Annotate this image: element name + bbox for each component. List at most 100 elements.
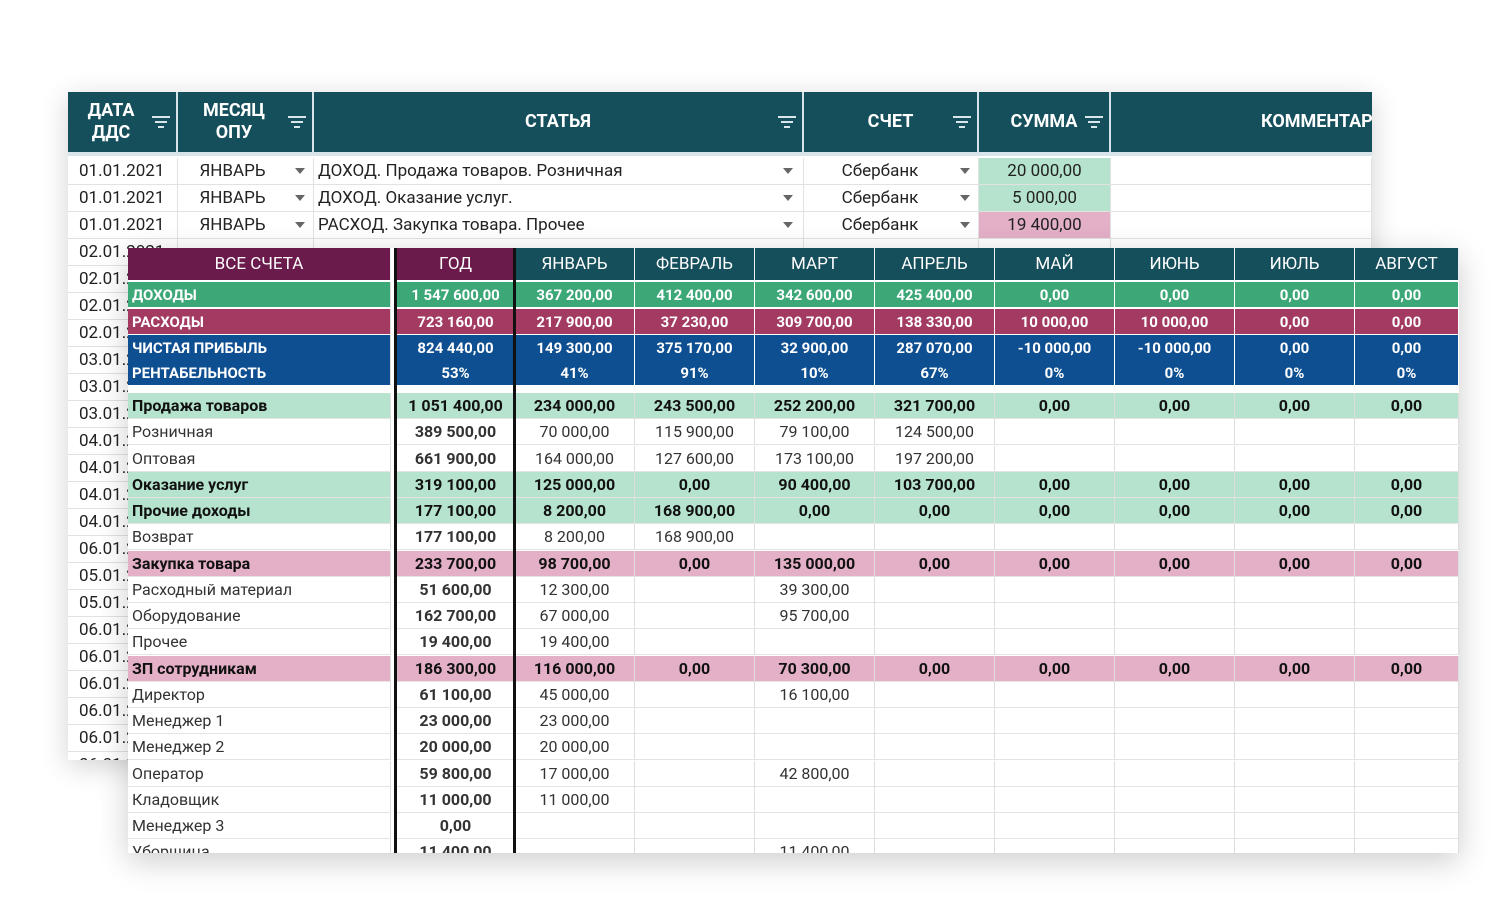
row-label[interactable]: Кладовщик xyxy=(128,786,391,813)
cell-value[interactable] xyxy=(875,708,995,734)
cell-value[interactable]: 661 900,00 xyxy=(397,445,515,472)
cell-value[interactable]: 11 400,00 xyxy=(397,839,515,853)
cell-value[interactable]: 162 700,00 xyxy=(397,603,515,629)
cell-value[interactable]: 116 000,00 xyxy=(515,655,635,682)
cell-value[interactable] xyxy=(1115,708,1235,734)
cell-value[interactable] xyxy=(995,524,1115,551)
dropdown-arrow-icon[interactable] xyxy=(783,195,793,201)
cell-value[interactable]: 37 230,00 xyxy=(635,309,755,335)
cell-value[interactable] xyxy=(635,681,755,708)
row-label[interactable]: Уборщица xyxy=(128,839,391,853)
column-header-comment[interactable]: КОММЕНТАРИЙ xyxy=(1111,92,1372,152)
cell-comment[interactable] xyxy=(1111,212,1372,238)
cell-value[interactable]: 164 000,00 xyxy=(515,445,635,472)
cell-value[interactable]: 425 400,00 xyxy=(875,282,995,308)
cell-value[interactable]: 0,00 xyxy=(1355,498,1459,524)
row-label[interactable]: ЗП сотрудникам xyxy=(128,655,391,682)
cell-value[interactable] xyxy=(1355,813,1459,839)
cell-value[interactable] xyxy=(1355,760,1459,787)
cell-value[interactable]: 10 000,00 xyxy=(995,309,1115,335)
dropdown-arrow-icon[interactable] xyxy=(960,195,970,201)
cell-value[interactable] xyxy=(1355,445,1459,472)
cell-value[interactable]: 234 000,00 xyxy=(515,393,635,419)
column-header-accounts[interactable]: ВСЕ СЧЕТА xyxy=(128,248,391,280)
cell-value[interactable]: 125 000,00 xyxy=(515,471,635,498)
cell-value[interactable]: 135 000,00 xyxy=(755,550,875,577)
cell-value[interactable] xyxy=(635,734,755,761)
cell-value[interactable] xyxy=(995,786,1115,813)
cell-value[interactable]: 0,00 xyxy=(1355,550,1459,577)
column-header-year[interactable]: ГОД xyxy=(397,248,515,280)
row-label[interactable]: РАСХОДЫ xyxy=(128,309,391,335)
column-header-apr[interactable]: АПРЕЛЬ xyxy=(875,248,995,280)
cell-value[interactable]: 0% xyxy=(1115,360,1235,386)
cell-value[interactable] xyxy=(995,603,1115,629)
cell-value[interactable] xyxy=(875,524,995,551)
row-label[interactable]: Оптовая xyxy=(128,445,391,472)
cell-value[interactable]: 197 200,00 xyxy=(875,445,995,472)
row-label[interactable]: РЕНТАБЕЛЬНОСТЬ xyxy=(128,360,391,386)
cell-value[interactable]: 173 100,00 xyxy=(755,445,875,472)
cell-value[interactable] xyxy=(995,419,1115,446)
cell-value[interactable] xyxy=(755,629,875,656)
cell-value[interactable]: 67% xyxy=(875,360,995,386)
cell-value[interactable] xyxy=(1355,419,1459,446)
cell-value[interactable]: -10 000,00 xyxy=(1115,335,1235,361)
cell-value[interactable]: 0,00 xyxy=(995,393,1115,419)
cell-value[interactable] xyxy=(755,708,875,734)
cell-value[interactable]: 321 700,00 xyxy=(875,393,995,419)
cell-value[interactable] xyxy=(1355,576,1459,603)
cell-value[interactable]: 11 000,00 xyxy=(515,786,635,813)
dropdown-arrow-icon[interactable] xyxy=(295,168,305,174)
row-label[interactable]: ЧИСТАЯ ПРИБЫЛЬ xyxy=(128,335,391,361)
cell-value[interactable]: 79 100,00 xyxy=(755,419,875,446)
cell-value[interactable]: 103 700,00 xyxy=(875,471,995,498)
cell-value[interactable]: 53% xyxy=(397,360,515,386)
cell-value[interactable] xyxy=(1355,603,1459,629)
cell-value[interactable] xyxy=(1235,576,1355,603)
cell-value[interactable]: 342 600,00 xyxy=(755,282,875,308)
cell-value[interactable]: 70 300,00 xyxy=(755,655,875,682)
cell-value[interactable]: 186 300,00 xyxy=(397,655,515,682)
cell-value[interactable]: 124 500,00 xyxy=(875,419,995,446)
cell-value[interactable] xyxy=(1115,839,1235,853)
filter-icon[interactable] xyxy=(953,116,971,128)
cell-article[interactable]: ДОХОД. Оказание услуг. xyxy=(314,185,804,211)
cell-value[interactable]: 0,00 xyxy=(875,655,995,682)
cell-sum[interactable]: 20 000,00 xyxy=(979,158,1111,184)
column-header-mar[interactable]: МАРТ xyxy=(755,248,875,280)
cell-value[interactable] xyxy=(755,813,875,839)
cell-value[interactable] xyxy=(1355,708,1459,734)
cell-value[interactable]: 0,00 xyxy=(1355,335,1459,361)
column-header-jan[interactable]: ЯНВАРЬ xyxy=(515,248,635,280)
cell-value[interactable]: 287 070,00 xyxy=(875,335,995,361)
cell-value[interactable] xyxy=(1115,760,1235,787)
cell-value[interactable]: 23 000,00 xyxy=(397,708,515,734)
cell-date[interactable]: 01.01.2021 xyxy=(68,158,178,184)
cell-value[interactable]: 0,00 xyxy=(875,550,995,577)
cell-value[interactable] xyxy=(1355,629,1459,656)
cell-value[interactable]: 0,00 xyxy=(755,498,875,524)
cell-value[interactable]: 23 000,00 xyxy=(515,708,635,734)
cell-value[interactable]: 95 700,00 xyxy=(755,603,875,629)
column-header-article[interactable]: СТАТЬЯ xyxy=(314,92,804,152)
cell-month[interactable]: ЯНВАРЬ xyxy=(178,212,314,238)
cell-value[interactable]: 168 900,00 xyxy=(635,498,755,524)
cell-article[interactable]: РАСХОД. Закупка товара. Прочее xyxy=(314,212,804,238)
cell-value[interactable] xyxy=(995,813,1115,839)
cell-value[interactable]: 70 000,00 xyxy=(515,419,635,446)
dropdown-arrow-icon[interactable] xyxy=(783,168,793,174)
cell-month[interactable]: ЯНВАРЬ xyxy=(178,185,314,211)
cell-value[interactable] xyxy=(1355,839,1459,853)
cell-value[interactable]: 11 400,00 xyxy=(755,839,875,853)
cell-value[interactable]: 16 100,00 xyxy=(755,681,875,708)
dropdown-arrow-icon[interactable] xyxy=(960,222,970,228)
cell-value[interactable] xyxy=(1235,419,1355,446)
cell-value[interactable] xyxy=(995,629,1115,656)
cell-value[interactable]: 41% xyxy=(515,360,635,386)
cell-value[interactable]: 67 000,00 xyxy=(515,603,635,629)
cell-value[interactable]: 0,00 xyxy=(995,655,1115,682)
cell-value[interactable] xyxy=(1355,734,1459,761)
row-label[interactable]: ДОХОДЫ xyxy=(128,282,391,308)
cell-value[interactable]: 0,00 xyxy=(397,813,515,839)
